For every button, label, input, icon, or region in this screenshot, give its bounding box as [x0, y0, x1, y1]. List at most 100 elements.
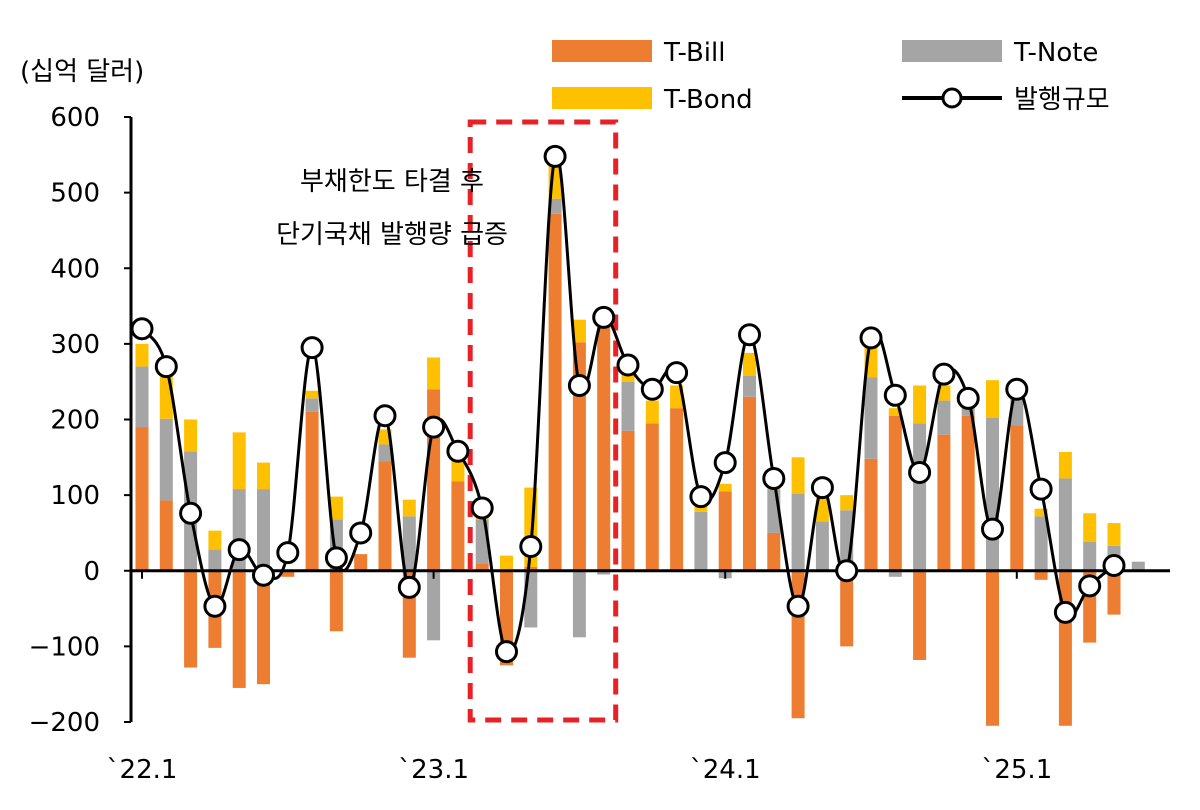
issuance-marker [519, 535, 543, 559]
issuance-marker [786, 594, 810, 618]
issuance-marker [252, 563, 275, 587]
issuance-marker [154, 355, 178, 379]
bar-tnote [1058, 478, 1072, 571]
bar-tbill [281, 570, 295, 577]
issuance-marker [738, 323, 761, 347]
legend-swatch-tnote [902, 40, 1002, 62]
bar-tbond [937, 385, 951, 401]
issuance-marker [422, 415, 446, 439]
legend-swatch-tbill [552, 40, 652, 62]
bar-tbill [257, 570, 270, 685]
bar-tbill [305, 411, 319, 571]
bar-tbond [791, 457, 805, 494]
axes: −200 −100 0 100 200 300 400 500 600 `22.1 `23.1 `24… [29, 103, 1170, 785]
issuance-marker [1005, 377, 1029, 401]
bar-tbill [184, 570, 198, 668]
bar-tnote [402, 516, 416, 571]
bar-tnote [743, 375, 756, 397]
bar-tbill [329, 570, 343, 632]
bar-tbond [427, 357, 441, 390]
issuance-line-layer [130, 144, 1126, 664]
bar-tbond [913, 385, 927, 424]
x-tick-label: `23.1 [398, 755, 469, 785]
bar-tbill [475, 563, 489, 571]
y-tick-label: −100 [29, 632, 100, 662]
bar-tbill [548, 213, 562, 571]
issuance-marker [349, 521, 373, 545]
bar-tnote [257, 489, 270, 571]
bar-tbond [986, 380, 999, 418]
bar-tnote [986, 417, 999, 571]
bar-tbill [524, 566, 538, 571]
issuance-marker [908, 460, 932, 484]
bar-tbill [621, 430, 635, 571]
bar-tbond [572, 319, 586, 343]
legend-label-issuance: 발행규모 [1014, 85, 1110, 115]
issuance-marker [324, 546, 348, 570]
bar-tbond [840, 495, 854, 511]
issuance-marker [956, 386, 980, 410]
issuance-marker [227, 538, 251, 562]
annotation-text: 부채한도 타결 후 [300, 167, 484, 197]
bar-tnote [791, 493, 805, 571]
bar-tbill [1010, 425, 1024, 571]
bar-tnote [815, 521, 829, 571]
bar-tnote [937, 400, 951, 435]
bar-tbond [402, 499, 416, 517]
bar-tnote [208, 549, 222, 571]
legend: T-Bill T-Note T-Bond 발행규모 [552, 38, 1110, 115]
bar-tnote [305, 398, 319, 412]
x-tick-label: `24.1 [690, 755, 761, 785]
bar-tnote [961, 408, 975, 416]
bar-tbond [232, 432, 246, 490]
bar-tnote [427, 570, 441, 641]
bar-tbill [767, 532, 781, 571]
bar-tnote [694, 511, 708, 571]
legend-label-tbond: T-Bond [663, 85, 753, 115]
issuance-marker [446, 439, 470, 463]
bar-tnote [888, 570, 902, 577]
issuance-marker [300, 336, 324, 360]
issuance-marker [1029, 477, 1053, 501]
bar-tnote [913, 423, 927, 571]
bar-tbill [670, 408, 684, 571]
issuance-marker [932, 362, 956, 386]
bar-tbill [743, 396, 756, 571]
legend-label-tbill: T-Bill [663, 38, 725, 68]
y-tick-label: 600 [50, 103, 100, 133]
issuance-marker [859, 326, 883, 350]
y-tick-label: 400 [50, 254, 100, 284]
issuance-marker [981, 517, 1004, 541]
bar-tbond [1083, 513, 1097, 543]
bar-tbill [597, 321, 611, 571]
issuance-marker [883, 383, 907, 407]
bar-tbond [500, 555, 513, 571]
bar-tbill [864, 458, 878, 571]
bar-tbill [1107, 570, 1121, 615]
legend-marker-swatch [941, 87, 963, 109]
y-tick-label: 0 [83, 557, 100, 587]
bar-tbill [645, 423, 659, 571]
bar-tnote [621, 381, 635, 431]
bar-tbond [208, 530, 222, 550]
bar-tnote [1034, 516, 1048, 571]
legend-label-tnote: T-Note [1013, 38, 1098, 68]
bar-tbill [354, 554, 368, 571]
issuance-marker [470, 496, 494, 520]
y-tick-label: 300 [50, 330, 100, 360]
issuance-marker [397, 575, 421, 599]
bar-tbond [451, 460, 465, 482]
bar-tbill [718, 491, 732, 571]
bar-tbill [451, 481, 465, 571]
issuance-marker [835, 559, 859, 583]
y-tick-label: −200 [29, 708, 100, 738]
annotation-text: 단기국채 발행량 급증 [276, 220, 508, 250]
bar-tbond [1107, 523, 1121, 546]
issuance-marker [592, 305, 616, 329]
issuance-marker [1078, 574, 1102, 598]
issuance-marker [762, 466, 786, 490]
issuance-marker [543, 144, 567, 168]
bar-tbond [184, 419, 198, 452]
bar-tbill [937, 434, 951, 571]
issuance-marker [640, 377, 664, 401]
